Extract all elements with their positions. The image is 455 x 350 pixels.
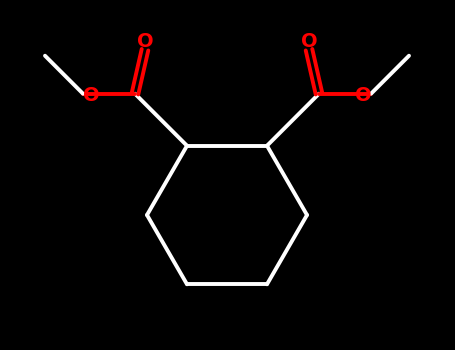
Text: O: O (136, 32, 153, 51)
Text: O: O (301, 32, 317, 51)
Text: O: O (355, 86, 371, 105)
Text: O: O (83, 86, 99, 105)
